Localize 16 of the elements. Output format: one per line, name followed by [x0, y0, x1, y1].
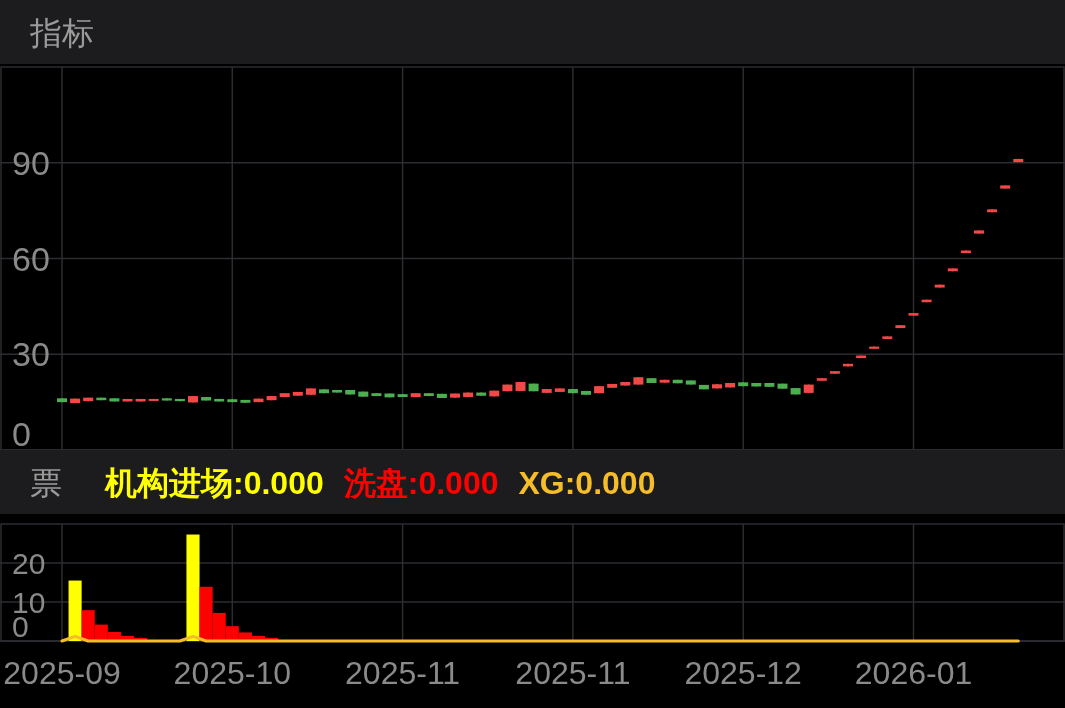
y-tick-label: 0 [12, 415, 31, 453]
x-tick-label: 2025-11 [345, 655, 461, 691]
x-tick-label: 2025-09 [3, 655, 121, 691]
y-tick-label: 20 [12, 546, 46, 580]
x-tick-label: 2025-11 [515, 655, 631, 691]
text: 洗盘:0.000 [342, 465, 499, 501]
text: XG:0.000 [518, 465, 656, 501]
chart-title: 指标 [29, 15, 94, 51]
series-label: 机构进场:0.000 [104, 465, 324, 501]
x-tick-label: 2026-01 [854, 655, 973, 691]
y-tick-label: 90 [12, 143, 50, 182]
chart-title: 票 [30, 465, 62, 501]
x-tick-label: 2025-10 [173, 655, 292, 691]
x-tick-label: 2025-12 [684, 655, 802, 691]
y-tick-label: 30 [12, 335, 50, 374]
y-tick-label: 60 [12, 239, 50, 278]
